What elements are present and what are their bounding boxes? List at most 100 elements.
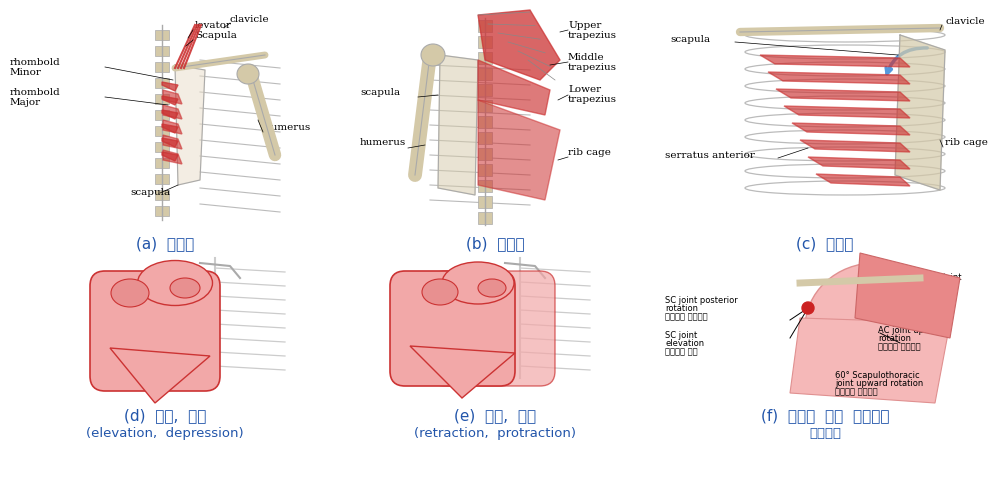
Bar xyxy=(478,196,492,208)
Polygon shape xyxy=(784,106,910,118)
Polygon shape xyxy=(175,65,205,185)
Text: elevation: elevation xyxy=(665,339,704,348)
Polygon shape xyxy=(478,60,550,115)
Ellipse shape xyxy=(442,262,514,304)
Polygon shape xyxy=(855,253,960,338)
Bar xyxy=(155,206,169,216)
Polygon shape xyxy=(163,90,182,104)
Bar xyxy=(478,84,492,96)
Polygon shape xyxy=(162,110,178,119)
Ellipse shape xyxy=(478,279,506,297)
Polygon shape xyxy=(163,120,182,134)
Ellipse shape xyxy=(170,278,200,298)
Polygon shape xyxy=(163,150,182,164)
Text: joint upward rotation: joint upward rotation xyxy=(835,379,924,388)
Text: clavicle: clavicle xyxy=(230,15,269,24)
Bar xyxy=(155,190,169,200)
Ellipse shape xyxy=(237,64,259,84)
Bar xyxy=(478,20,492,32)
Polygon shape xyxy=(110,348,210,403)
Bar xyxy=(478,36,492,48)
Bar xyxy=(478,180,492,192)
Bar xyxy=(155,158,169,168)
Bar xyxy=(155,110,169,120)
Text: (a)  능형근: (a) 능형근 xyxy=(136,236,194,251)
Ellipse shape xyxy=(805,263,945,393)
Text: (e)  후인,  전인: (e) 후인, 전인 xyxy=(454,408,536,423)
Text: scapula: scapula xyxy=(360,88,400,97)
Text: (b)  승모근: (b) 승모근 xyxy=(465,236,525,251)
FancyBboxPatch shape xyxy=(90,271,220,391)
Text: humerus: humerus xyxy=(360,138,406,147)
Polygon shape xyxy=(768,72,910,84)
Polygon shape xyxy=(800,140,910,152)
Bar xyxy=(155,94,169,104)
Text: serratus anterior: serratus anterior xyxy=(665,151,754,160)
Text: SC joint posterior: SC joint posterior xyxy=(665,296,738,305)
Text: 120° GH joint: 120° GH joint xyxy=(905,273,961,282)
Text: 60° Scapulothoracic: 60° Scapulothoracic xyxy=(835,371,920,380)
Bar xyxy=(478,68,492,80)
Text: Middle: Middle xyxy=(568,53,605,62)
Bar xyxy=(478,100,492,112)
Polygon shape xyxy=(790,318,950,403)
Text: Minor: Minor xyxy=(10,68,42,77)
Ellipse shape xyxy=(422,279,458,305)
Polygon shape xyxy=(438,55,478,195)
Bar xyxy=(155,30,169,40)
Polygon shape xyxy=(162,138,178,147)
Polygon shape xyxy=(792,123,910,135)
Text: 운동형상: 운동형상 xyxy=(809,427,841,440)
Text: trapezius: trapezius xyxy=(568,63,617,72)
Text: GH관절 외전: GH관절 외전 xyxy=(905,289,940,298)
Polygon shape xyxy=(478,10,560,80)
Bar xyxy=(155,174,169,184)
Text: (c)  전거근: (c) 전거근 xyxy=(796,236,853,251)
Polygon shape xyxy=(162,82,178,91)
Text: rhombold: rhombold xyxy=(10,88,60,97)
Bar xyxy=(478,116,492,128)
FancyBboxPatch shape xyxy=(430,271,555,386)
Bar xyxy=(155,142,169,152)
Text: (elevation,  depression): (elevation, depression) xyxy=(86,427,244,440)
Polygon shape xyxy=(816,174,910,186)
Text: rotation: rotation xyxy=(665,304,698,313)
Text: SC joint: SC joint xyxy=(665,331,697,340)
Polygon shape xyxy=(895,35,945,190)
Bar xyxy=(478,148,492,160)
Text: (retraction,  protraction): (retraction, protraction) xyxy=(414,427,576,440)
Bar xyxy=(478,132,492,144)
Bar xyxy=(155,126,169,136)
Polygon shape xyxy=(478,100,560,200)
Text: rhombold: rhombold xyxy=(10,58,60,67)
FancyBboxPatch shape xyxy=(390,271,515,386)
Bar xyxy=(478,52,492,64)
Text: (d)  거상,  하강: (d) 거상, 하강 xyxy=(124,408,206,423)
Text: humerus: humerus xyxy=(265,123,311,132)
Text: levator: levator xyxy=(195,21,232,30)
Text: Lower: Lower xyxy=(568,85,601,94)
Text: rotation: rotation xyxy=(878,334,911,343)
Text: trapezius: trapezius xyxy=(568,31,617,40)
Bar xyxy=(155,46,169,56)
Text: clavicle: clavicle xyxy=(945,17,985,26)
Text: (f)  외전에  대한  전반적인: (f) 외전에 대한 전반적인 xyxy=(760,408,889,423)
Text: scapula: scapula xyxy=(130,188,170,197)
Bar xyxy=(155,78,169,88)
Text: scapula: scapula xyxy=(670,35,710,44)
Text: rib cage: rib cage xyxy=(945,138,988,147)
Ellipse shape xyxy=(138,261,213,305)
Text: 견흉관절 상방회전: 견흉관절 상방회전 xyxy=(835,387,877,396)
Text: abduction: abduction xyxy=(905,281,947,290)
Polygon shape xyxy=(162,124,178,133)
Bar xyxy=(478,164,492,176)
Text: 흉쇄관절 후방회전: 흉쇄관절 후방회전 xyxy=(665,312,708,321)
Circle shape xyxy=(802,302,814,314)
Text: Upper: Upper xyxy=(568,21,601,30)
Text: Major: Major xyxy=(10,98,42,107)
Polygon shape xyxy=(808,157,910,169)
Ellipse shape xyxy=(111,279,149,307)
Polygon shape xyxy=(163,135,182,149)
Ellipse shape xyxy=(421,44,445,66)
Text: 흉쇄관절 거상: 흉쇄관절 거상 xyxy=(665,347,698,356)
